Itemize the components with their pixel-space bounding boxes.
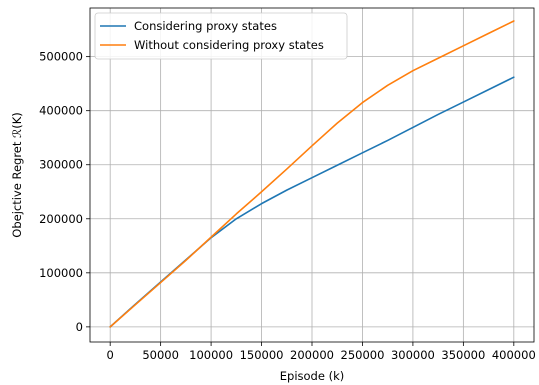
x-tick-label: 350000 — [441, 348, 485, 362]
y-tick-label: 300000 — [39, 158, 83, 172]
y-axis-label: Obejctive Regret ℛ(K) — [10, 112, 24, 237]
grid — [90, 8, 534, 342]
y-axis: 0 100000 200000 300000 400000 500000 — [39, 50, 90, 334]
legend: Considering proxy states Without conside… — [94, 12, 348, 60]
x-tick-label: 100000 — [189, 348, 233, 362]
x-tick-label: 150000 — [240, 348, 284, 362]
y-tick-label: 0 — [76, 320, 83, 334]
x-tick-label: 0 — [107, 348, 114, 362]
x-axis-label: Episode (k) — [280, 369, 344, 383]
x-axis: 0 50000 100000 150000 200000 250000 300000 3500… — [107, 342, 536, 362]
y-tick-label: 100000 — [39, 266, 83, 280]
y-tick-label: 200000 — [39, 212, 83, 226]
series-lines — [109, 20, 515, 328]
legend-label-without: Without considering proxy states — [134, 38, 324, 52]
x-tick-label: 50000 — [142, 348, 179, 362]
x-tick-label: 200000 — [290, 348, 334, 362]
x-tick-label: 300000 — [391, 348, 435, 362]
y-tick-label: 400000 — [39, 104, 83, 118]
x-tick-label: 400000 — [492, 348, 536, 362]
legend-box — [94, 12, 348, 60]
series-line-1 — [109, 20, 515, 328]
x-tick-label: 250000 — [341, 348, 385, 362]
legend-label-considering: Considering proxy states — [134, 19, 277, 33]
y-tick-label: 500000 — [39, 50, 83, 64]
